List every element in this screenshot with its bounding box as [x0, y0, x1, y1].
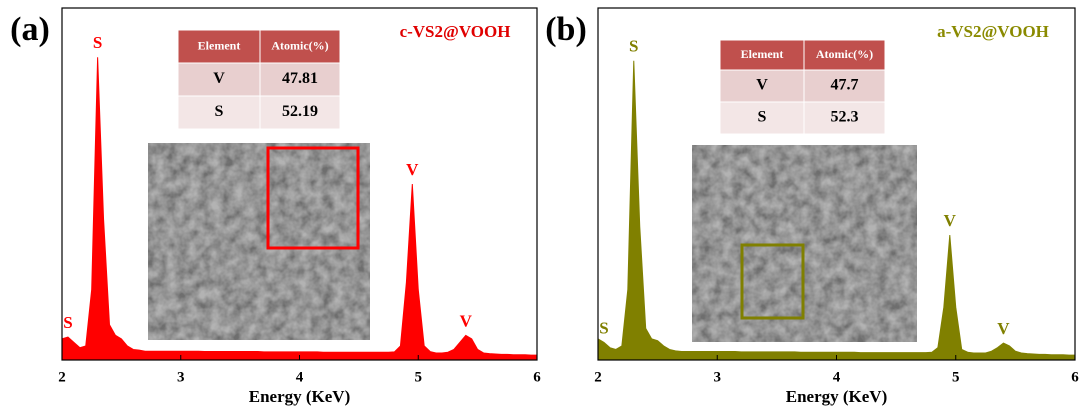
- sem-image: [148, 143, 370, 340]
- peak-label: V: [997, 319, 1010, 338]
- table-cell-text: 47.81: [282, 70, 318, 87]
- table-cell-text: V: [756, 77, 768, 94]
- figure: 23456Energy (KeV)(a)c-VS2@VOOHSSVVElemen…: [0, 0, 1083, 409]
- x-tick-label: 5: [952, 369, 960, 385]
- x-tick-label: 5: [415, 369, 423, 385]
- x-tick-label: 2: [594, 369, 602, 385]
- x-tick-label: 4: [833, 369, 841, 385]
- table-header-text: Atomic(%): [271, 38, 328, 52]
- panel-label: (b): [545, 11, 587, 48]
- peak-label: V: [406, 160, 419, 179]
- table-cell-text: S: [758, 109, 767, 126]
- table-header-text: Atomic(%): [816, 47, 873, 61]
- peak-label: S: [599, 318, 608, 337]
- x-tick-label: 3: [714, 369, 722, 385]
- table-header-text: Element: [741, 47, 784, 61]
- table-cell-text: 52.3: [831, 109, 859, 126]
- x-axis-label: Energy (KeV): [786, 387, 888, 406]
- panel-label: (a): [10, 11, 50, 48]
- x-tick-label: 6: [533, 369, 541, 385]
- x-tick-label: 4: [296, 369, 304, 385]
- peak-label: V: [944, 211, 957, 230]
- table-cell-text: S: [215, 103, 224, 120]
- table-header-text: Element: [198, 38, 241, 52]
- peak-label: S: [93, 33, 102, 52]
- peak-label: V: [460, 311, 473, 330]
- table-cell-text: 52.19: [282, 103, 318, 120]
- panel-title: a-VS2@VOOH: [937, 22, 1049, 41]
- peak-label: S: [629, 37, 638, 56]
- panel-title: c-VS2@VOOH: [400, 22, 511, 41]
- x-tick-label: 3: [177, 369, 185, 385]
- x-tick-label: 6: [1071, 369, 1079, 385]
- table-cell-text: 47.7: [831, 77, 859, 94]
- x-axis-label: Energy (KeV): [249, 387, 351, 406]
- peak-label: S: [63, 313, 72, 332]
- table-cell-text: V: [213, 70, 225, 87]
- x-tick-label: 2: [58, 369, 66, 385]
